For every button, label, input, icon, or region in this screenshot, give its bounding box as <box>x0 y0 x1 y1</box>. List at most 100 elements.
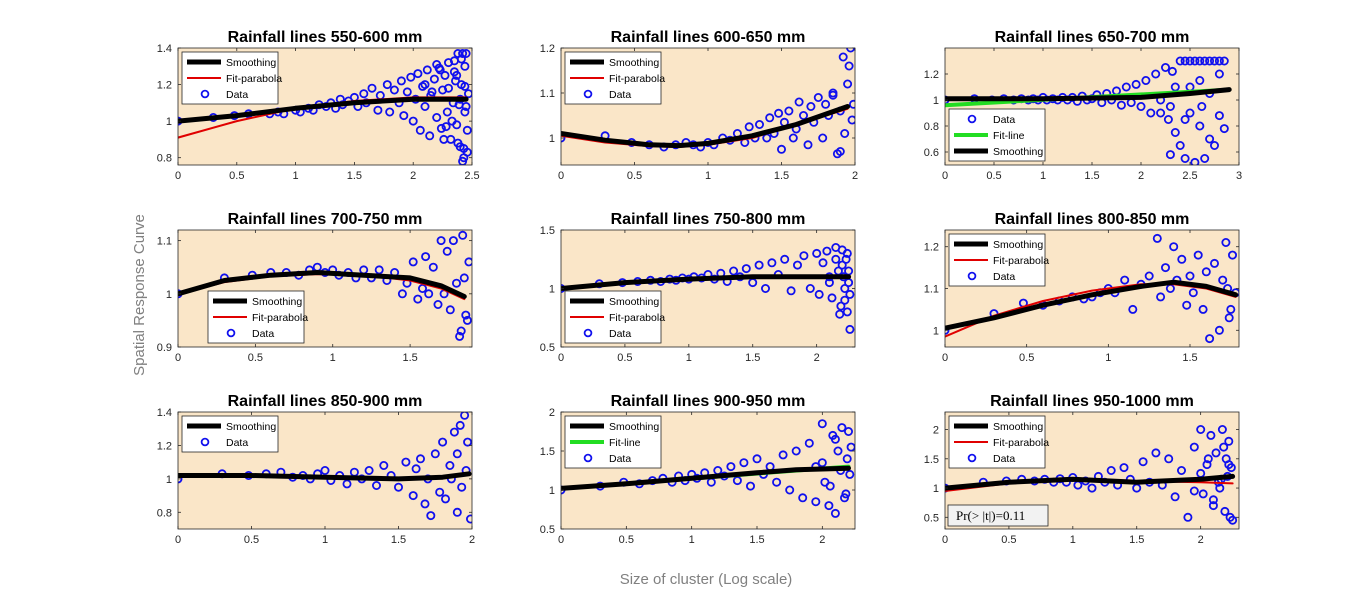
data-point <box>415 454 425 464</box>
data-point <box>1195 76 1205 86</box>
data-point <box>445 305 455 315</box>
smooth-line <box>178 96 469 124</box>
data-point <box>449 427 459 437</box>
x-tick-label: 0 <box>942 170 948 182</box>
x-tick-label: 0.5 <box>986 170 1001 182</box>
data-point <box>1136 102 1146 112</box>
data-point <box>364 465 374 475</box>
data-point <box>814 289 824 299</box>
data-point <box>1183 512 1193 522</box>
data-point <box>464 89 472 99</box>
data-point <box>1188 288 1198 298</box>
data-point <box>413 69 423 79</box>
data-point <box>824 501 834 511</box>
legend-label: Smoothing <box>609 57 659 69</box>
smooth-line <box>945 87 1232 102</box>
data-point <box>443 83 453 93</box>
data-point <box>788 133 798 143</box>
data-point <box>777 144 787 154</box>
y-tick-label: 1.2 <box>540 43 555 55</box>
y-tick-label: 1 <box>549 485 555 497</box>
data-point <box>842 248 852 258</box>
plot-frame <box>944 411 1240 530</box>
data-point <box>1214 325 1224 335</box>
data-point <box>845 469 855 479</box>
data-point <box>1206 430 1216 440</box>
data-point <box>411 464 421 474</box>
data-point <box>396 76 406 86</box>
legend-marker-data <box>226 328 236 338</box>
y-tick-label: 1.5 <box>924 454 939 466</box>
data-point <box>460 61 470 71</box>
smooth-line <box>561 104 851 149</box>
data-point <box>812 248 822 258</box>
data-point <box>1217 424 1227 434</box>
data-point <box>1198 489 1208 499</box>
chart-panel-3: Rainfall lines 650-700 mm 0 0.5 1 1.5 2 2.5 3 0.… <box>924 29 1242 182</box>
data-point <box>371 480 381 490</box>
data-point <box>459 143 469 153</box>
data-point <box>1170 127 1180 137</box>
data-point <box>424 289 434 299</box>
plot-frame <box>560 411 856 530</box>
x-tick-label: 0.5 <box>248 352 263 364</box>
y-tick-label: 2 <box>933 425 939 437</box>
legend-label: Fit-parabola <box>226 73 282 85</box>
data-point <box>1193 250 1203 260</box>
x-axis-label: Size of cluster (Log scale) <box>620 571 793 588</box>
data-point <box>408 257 418 267</box>
y-tick-label: 1 <box>166 116 172 128</box>
legend-marker-data <box>583 453 593 463</box>
data-point <box>729 266 739 276</box>
data-point <box>825 481 835 491</box>
data-point <box>466 514 472 524</box>
data-point <box>1210 140 1220 150</box>
y-tick-label: 1.2 <box>157 440 172 452</box>
plot-marks <box>945 424 1238 525</box>
data-point <box>1177 465 1187 475</box>
x-tick-label: 2.5 <box>1182 170 1197 182</box>
y-tick-label: 1 <box>549 284 555 296</box>
data-point <box>828 88 838 98</box>
data-point <box>830 434 840 444</box>
data-point <box>1189 486 1199 496</box>
x-tick-label: 1.5 <box>1129 534 1144 546</box>
legend-label: Smoothing <box>993 146 1043 158</box>
data-point <box>461 49 471 59</box>
data-point <box>1219 56 1229 66</box>
annotation-box <box>947 504 1049 527</box>
smooth-line <box>945 473 1236 491</box>
data-point <box>813 93 823 103</box>
x-tick-label: 2 <box>819 534 825 546</box>
legend-label: Fit-parabola <box>993 255 1049 267</box>
chart-title: Rainfall lines 800-850 mm <box>995 211 1190 228</box>
data-point <box>1210 56 1220 66</box>
data-point <box>1185 56 1195 66</box>
data-point <box>464 257 472 267</box>
data-point <box>744 122 754 132</box>
x-tick-label: 2 <box>1138 170 1144 182</box>
data-point <box>754 260 764 270</box>
data-point <box>1156 108 1166 118</box>
data-point <box>1220 506 1230 516</box>
x-tick-label: 1.5 <box>745 352 760 364</box>
data-point <box>420 102 430 112</box>
data-point <box>442 246 452 256</box>
data-point <box>463 437 472 447</box>
x-tick-label: 1 <box>1070 534 1076 546</box>
x-tick-label: 0 <box>942 352 948 364</box>
y-tick-label: 1 <box>933 483 939 495</box>
legend-marker-data <box>200 89 210 99</box>
y-axis-label: Spatial Response Curve <box>131 214 148 376</box>
data-point <box>804 438 814 448</box>
data-point <box>408 116 418 126</box>
legend-label: Smoothing <box>609 296 659 308</box>
y-tick-label: 1 <box>166 474 172 486</box>
y-tick-label: 0.8 <box>157 507 172 519</box>
data-point <box>402 87 412 97</box>
y-tick-label: 0.8 <box>924 121 939 133</box>
y-tick-label: 1 <box>933 95 939 107</box>
x-tick-label: 1 <box>686 352 692 364</box>
data-point <box>1218 275 1228 285</box>
data-point <box>426 511 436 521</box>
